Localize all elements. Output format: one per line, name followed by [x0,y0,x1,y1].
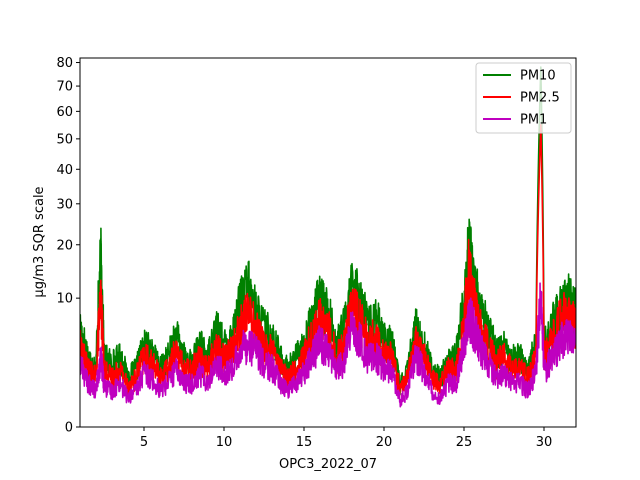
series-line-pm1 [80,282,576,408]
legend-label: PM2.5 [520,91,560,106]
x-tick-label: 10 [216,435,233,450]
y-axis: 0 10 20 30 40 50 60 70 80 [56,56,80,436]
x-axis: 5 10 15 20 25 30 [140,427,552,450]
y-tick-label: 30 [56,197,73,212]
x-axis-label: OPC3_2022_07 [279,457,377,472]
x-tick-label: 5 [140,435,148,450]
y-axis-label: µg/m3 SQR scale [32,186,47,297]
legend-label: PM10 [520,69,556,84]
legend: PM10 PM2.5 PM1 [475,62,572,134]
legend-label: PM1 [520,113,547,128]
y-tick-label: 10 [56,292,73,307]
y-tick-label: 50 [56,132,73,147]
axes-frame [79,57,577,428]
y-tick-label: 70 [56,80,73,95]
y-tick-label: 40 [56,163,73,178]
y-tick-label: 20 [56,238,73,253]
x-tick-label: 20 [376,435,393,450]
y-tick-label: 80 [56,56,73,71]
legend-frame [475,62,572,134]
y-tick-label: 60 [56,105,73,120]
y-tick-label: 0 [65,421,73,436]
x-tick-label: 30 [536,435,553,450]
series-layer [80,66,576,408]
x-tick-label: 25 [456,435,473,450]
x-tick-label: 15 [296,435,313,450]
